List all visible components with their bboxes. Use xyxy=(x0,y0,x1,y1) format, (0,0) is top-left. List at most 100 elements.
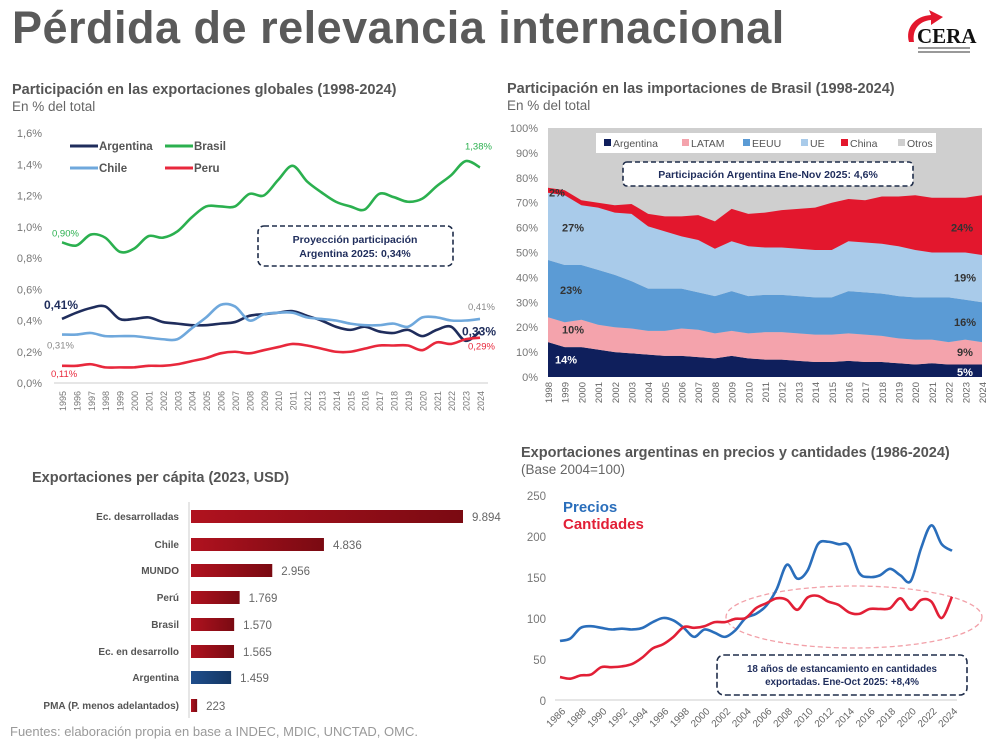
x-tick-label: 2012 xyxy=(303,391,313,411)
legend-swatch-ue xyxy=(801,139,808,146)
x-tick-label: 2000 xyxy=(130,391,140,411)
x-tick-label: 2014 xyxy=(332,391,342,411)
y-tick-label: 0 xyxy=(540,696,546,708)
y-tick-label: 70% xyxy=(516,198,538,210)
data-label-china-start: 2% xyxy=(549,188,565,200)
y-tick-label: 1,2% xyxy=(17,191,42,203)
bar-category-label: Perú xyxy=(157,593,179,604)
y-tick-label: 250 xyxy=(527,491,546,503)
legend-label-brasil: Brasil xyxy=(194,141,226,153)
x-tick-label: 2024 xyxy=(937,706,961,730)
series-line-cantidades xyxy=(559,594,954,680)
x-tick-label: 2000 xyxy=(577,382,588,403)
annotation-text: Participación Argentina Ene-Nov 2025: 4,… xyxy=(658,169,878,181)
x-tick-label: 2009 xyxy=(728,382,739,403)
x-tick-label: 2003 xyxy=(173,391,183,411)
x-tick-label: 1995 xyxy=(58,391,68,411)
y-tick-label: 1,0% xyxy=(17,222,42,234)
y-tick-label: 30% xyxy=(516,297,538,309)
y-tick-label: 50% xyxy=(516,248,538,260)
x-tick-label: 2010 xyxy=(792,706,816,730)
x-tick-label: 2002 xyxy=(611,382,622,403)
legend-box xyxy=(596,133,936,153)
x-tick-label: 2006 xyxy=(678,382,689,403)
series-line-precios xyxy=(559,524,953,643)
x-tick-label: 2004 xyxy=(188,391,198,411)
y-tick-label: 40% xyxy=(516,272,538,284)
y-tick-label: 0,0% xyxy=(17,378,42,390)
x-tick-label: 2002 xyxy=(710,706,734,730)
legend-swatch-argentina xyxy=(604,139,611,146)
x-tick-label: 2011 xyxy=(761,382,772,402)
x-tick-label: 2022 xyxy=(447,391,457,411)
data-label-latam-start: 10% xyxy=(562,325,584,337)
x-tick-label: 2004 xyxy=(644,382,655,403)
legend-swatch-otros xyxy=(898,139,905,146)
chart1-subtitle: En % del total xyxy=(12,99,96,114)
y-tick-label: 90% xyxy=(516,148,538,160)
bar-category-label: Brasil xyxy=(151,620,179,631)
x-tick-label: 1992 xyxy=(607,706,631,730)
x-tick-label: 2012 xyxy=(813,706,837,730)
legend-swatch-china xyxy=(841,139,848,146)
data-label-latam-end: 9% xyxy=(957,347,973,359)
x-tick-label: 2005 xyxy=(661,382,672,403)
x-tick-label: 2018 xyxy=(878,382,889,403)
bar-category-label: Ec. en desarrollo xyxy=(98,647,179,658)
x-tick-label: 2017 xyxy=(861,382,872,403)
chart2-subtitle: En % del total xyxy=(507,98,591,113)
chile-start-label: 0,31% xyxy=(47,341,74,352)
x-tick-label: 2016 xyxy=(361,391,371,411)
data-label-eeuu-start: 23% xyxy=(560,285,582,297)
x-tick-label: 2017 xyxy=(375,391,385,411)
bar-value-label: 1.459 xyxy=(240,673,269,685)
x-tick-label: 2024 xyxy=(476,391,486,411)
chart4-title: Exportaciones argentinas en precios y ca… xyxy=(521,445,950,461)
bar-value-label: 1.565 xyxy=(243,647,272,659)
x-tick-label: 2015 xyxy=(828,382,839,403)
svg-text:CERA: CERA xyxy=(917,24,977,48)
bar-per- xyxy=(191,591,240,604)
data-label-ue-start: 27% xyxy=(562,223,584,235)
brasil-end-label: 1,38% xyxy=(465,141,492,152)
chart3-title: Exportaciones per cápita (2023, USD) xyxy=(32,470,290,486)
sources-footer: Fuentes: elaboración propia en base a IN… xyxy=(10,724,418,739)
x-tick-label: 1999 xyxy=(116,391,126,411)
legend-label-latam: LATAM xyxy=(691,138,724,150)
y-tick-label: 0,4% xyxy=(17,316,42,328)
legend-label-ue: UE xyxy=(810,138,825,150)
page-title: Pérdida de relevancia internacional xyxy=(12,2,785,53)
x-tick-label: 2020 xyxy=(895,706,919,730)
data-label-ue-end: 19% xyxy=(954,272,976,284)
x-tick-label: 1998 xyxy=(668,706,692,730)
y-tick-label: 10% xyxy=(516,347,538,359)
y-tick-label: 0,6% xyxy=(17,284,42,296)
y-tick-label: 100% xyxy=(510,123,538,135)
legend-label-eeuu: EEUU xyxy=(752,138,781,150)
series-line-chile xyxy=(61,302,481,342)
x-tick-label: 2016 xyxy=(844,382,855,403)
x-tick-label: 2001 xyxy=(594,382,605,403)
x-tick-label: 1996 xyxy=(648,706,672,730)
x-tick-label: 2009 xyxy=(260,391,270,411)
x-tick-label: 2019 xyxy=(895,382,906,403)
series-line-peru xyxy=(61,336,481,369)
area-ue xyxy=(548,192,982,303)
annotation-text: exportadas. Ene-Oct 2025: +8,4% xyxy=(765,677,919,688)
bar-category-label: MUNDO xyxy=(141,566,179,577)
x-tick-label: 2000 xyxy=(689,706,713,730)
x-tick-label: 2010 xyxy=(744,382,755,403)
x-tick-label: 1986 xyxy=(545,706,569,730)
bar-value-label: 4.836 xyxy=(333,540,362,552)
x-tick-label: 2018 xyxy=(390,391,400,411)
argentina-end-label: 0,33% xyxy=(462,324,496,338)
x-tick-label: 2003 xyxy=(627,382,638,403)
x-tick-label: 2008 xyxy=(711,382,722,403)
x-tick-label: 2011 xyxy=(289,391,299,410)
data-label-argentina-end: 5% xyxy=(957,367,973,379)
highlight-ellipse xyxy=(725,585,983,649)
bar-ec-en-desarrollo xyxy=(191,645,235,658)
legend-label-cantidades: Cantidades xyxy=(563,516,644,533)
x-tick-label: 1999 xyxy=(561,382,572,403)
area-china xyxy=(548,187,982,255)
